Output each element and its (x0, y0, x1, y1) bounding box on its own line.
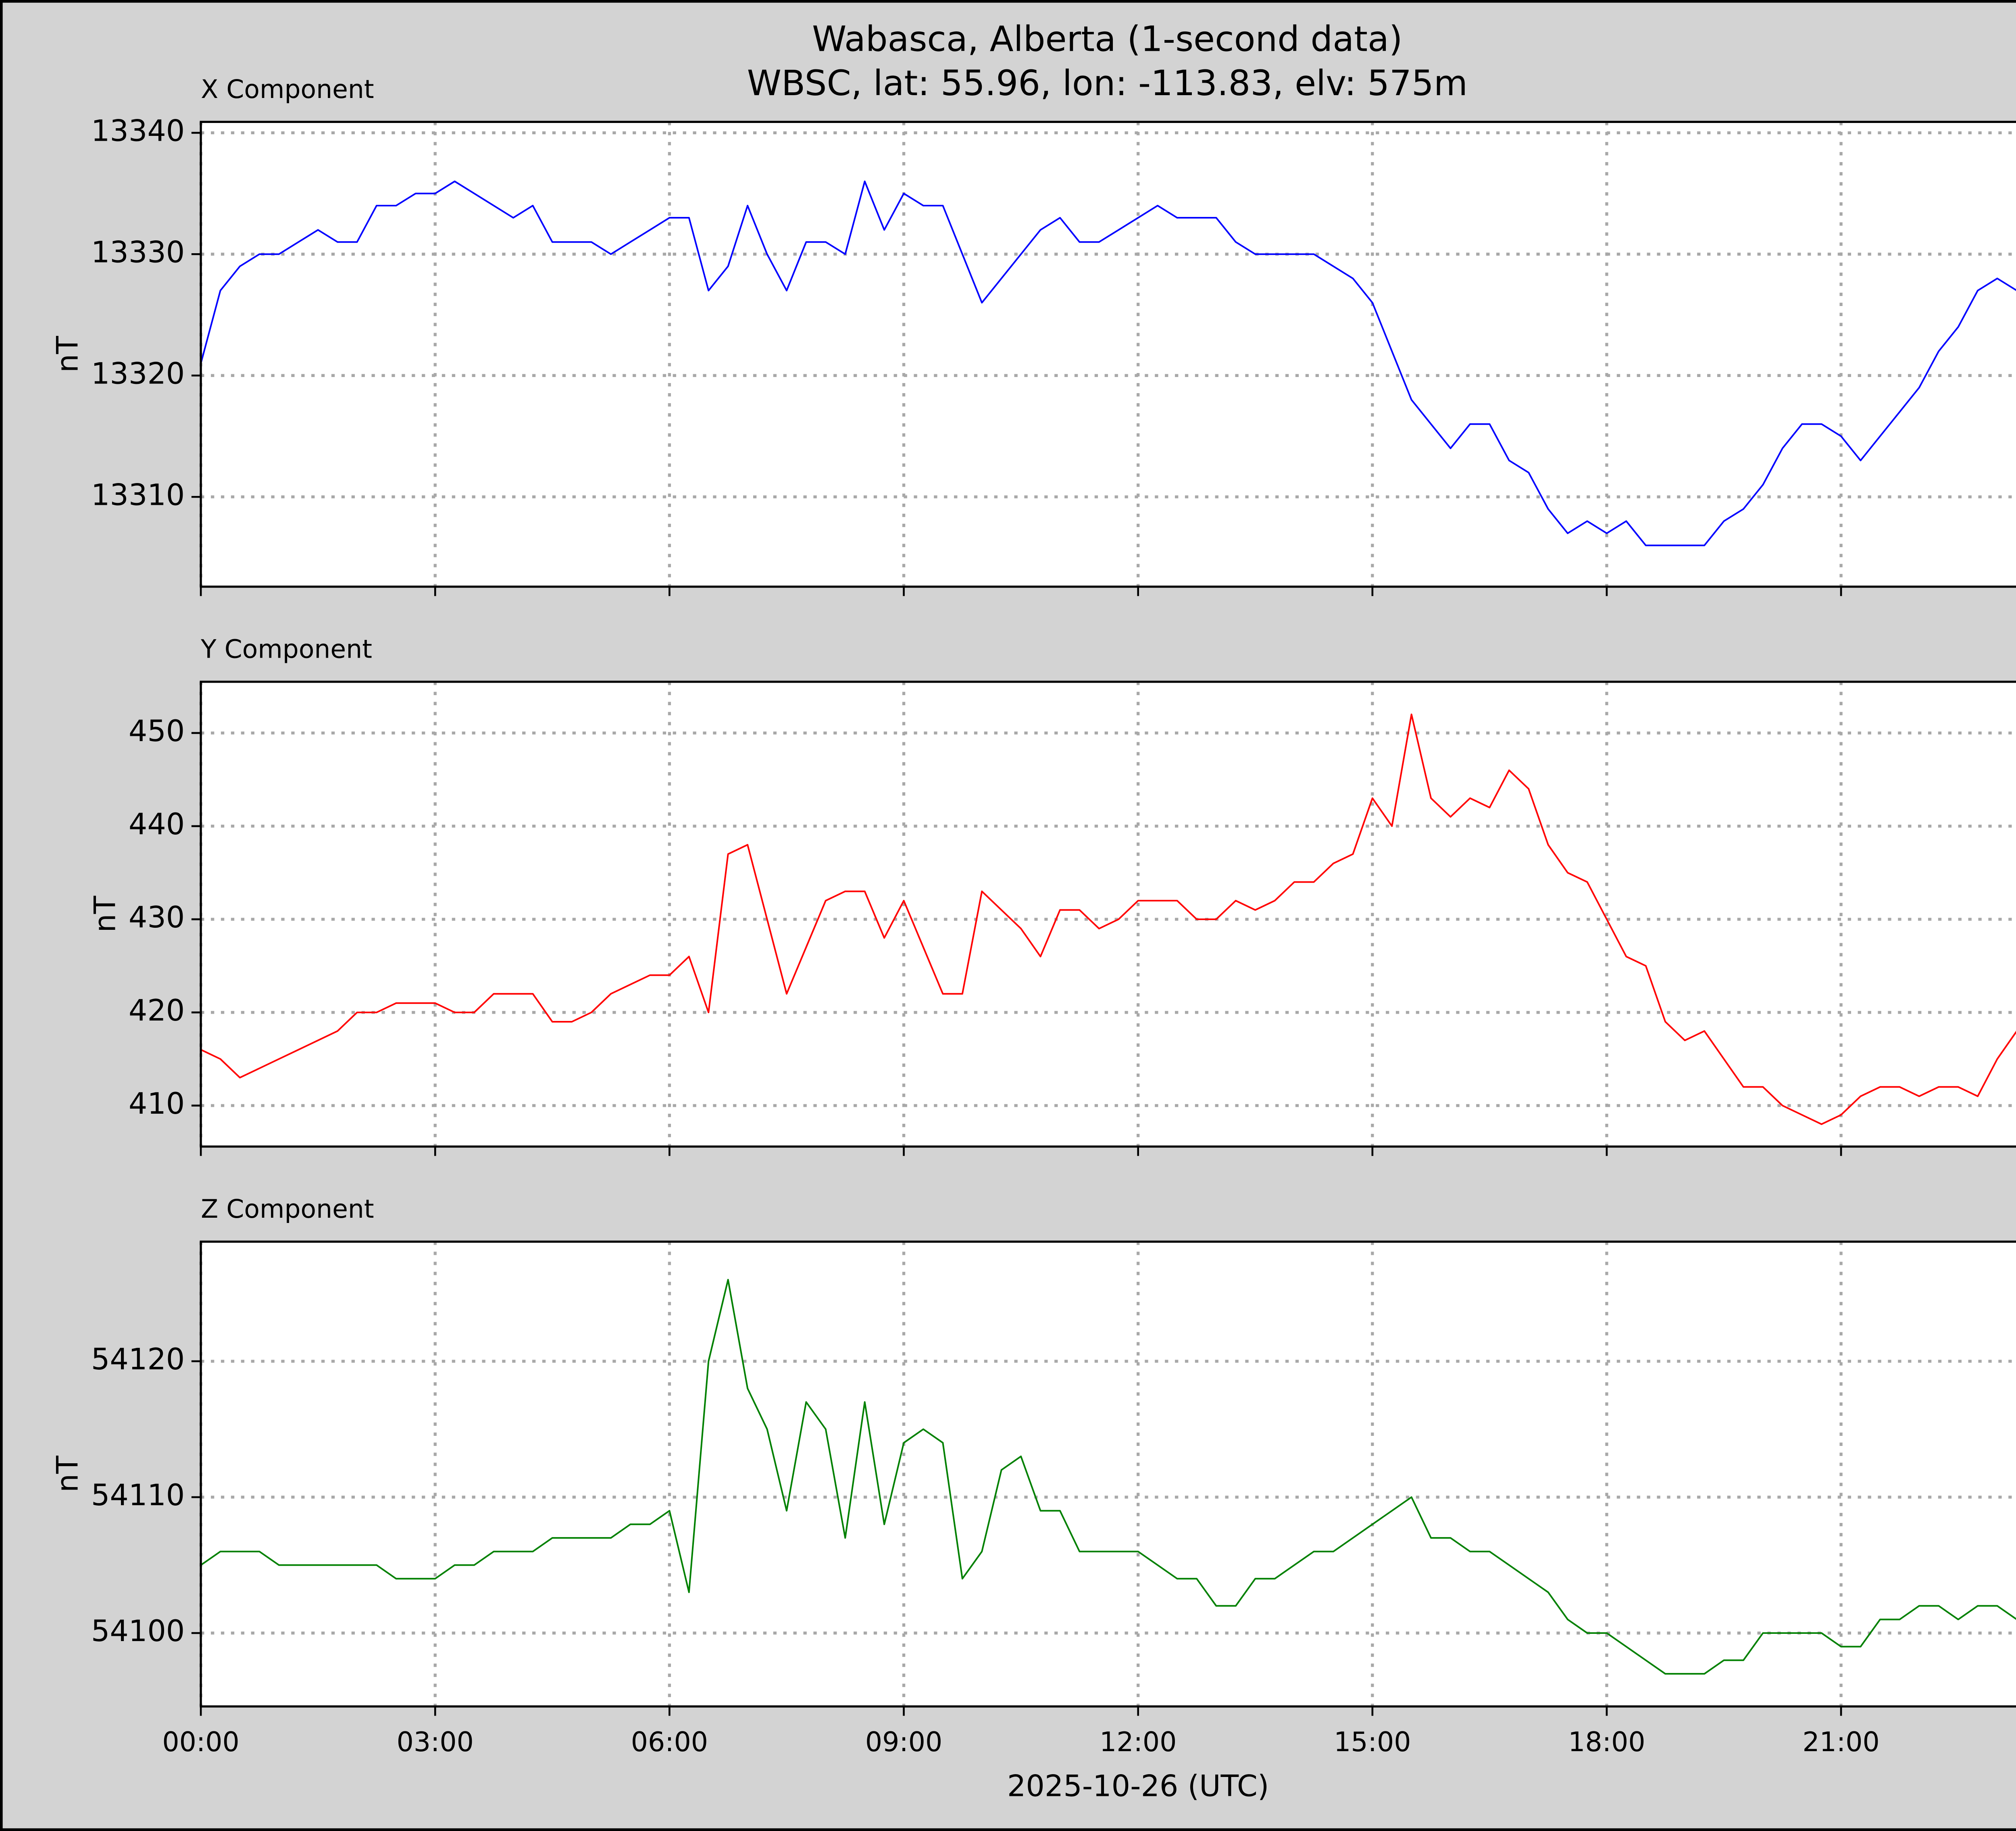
x-tick-label: 12:00 (1100, 1726, 1177, 1758)
data-line (200, 713, 2016, 1125)
y-tick-label: 450 (129, 714, 185, 748)
data-line (200, 1279, 2016, 1675)
plot-area (201, 681, 2016, 1147)
figure-title: Wabasca, Alberta (1-second data) (812, 19, 1403, 59)
y-tick-label: 54120 (91, 1342, 185, 1377)
panel-title: Y Component (200, 634, 372, 664)
x-axis-label: 2025-10-26 (UTC) (1007, 1769, 1269, 1804)
x-tick-label: 03:00 (397, 1726, 474, 1758)
plot-area (201, 122, 2016, 587)
panel-title: X Component (201, 74, 374, 104)
y-tick-label: 13320 (91, 356, 185, 391)
x-tick-label: 15:00 (1334, 1726, 1411, 1758)
y-tick-label: 13310 (91, 478, 185, 512)
figure-subtitle: WBSC, lat: 55.96, lon: -113.83, elv: 575… (747, 63, 1468, 104)
panel-title: Z Component (201, 1194, 374, 1224)
y-tick-label: 420 (129, 994, 185, 1028)
y-tick-label: 13340 (91, 114, 185, 148)
y-tick-label: 410 (129, 1087, 185, 1121)
y-tick-label: 54110 (91, 1478, 185, 1512)
x-tick-label: 06:00 (631, 1726, 708, 1758)
x-tick-label: 21:00 (1802, 1726, 1879, 1758)
y-axis-label: nT (51, 1456, 85, 1492)
data-line (200, 180, 2016, 546)
y-tick-label: 430 (129, 900, 185, 935)
x-tick-label: 00:00 (162, 1726, 239, 1758)
plot-frame (200, 681, 2016, 1148)
y-tick-label: 440 (129, 807, 185, 842)
plot-area (201, 1241, 2016, 1707)
y-axis-label: nT (88, 896, 123, 932)
y-tick-label: 54100 (91, 1614, 185, 1648)
plot-frame (200, 1240, 2016, 1708)
x-tick-label: 18:00 (1568, 1726, 1645, 1758)
y-axis-label: nT (51, 336, 85, 373)
x-tick-label: 09:00 (865, 1726, 942, 1758)
y-tick-label: 13330 (91, 235, 185, 269)
plot-frame (200, 121, 2016, 588)
